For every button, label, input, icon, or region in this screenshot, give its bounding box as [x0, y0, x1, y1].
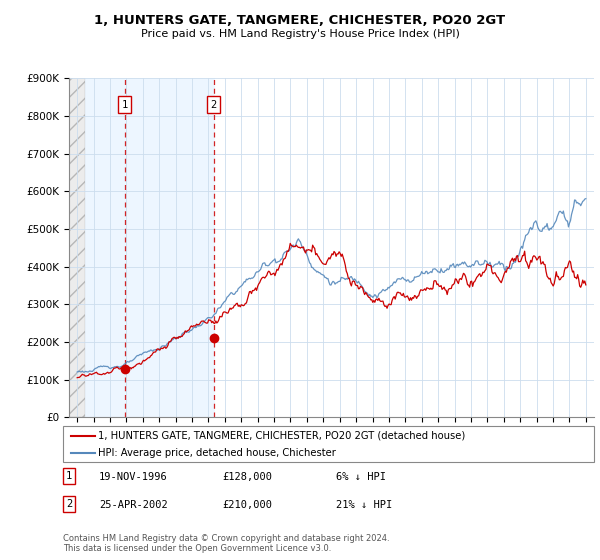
Text: 2: 2: [66, 499, 72, 509]
Text: HPI: Average price, detached house, Chichester: HPI: Average price, detached house, Chic…: [98, 448, 335, 458]
Text: 2: 2: [211, 100, 217, 110]
Text: Price paid vs. HM Land Registry's House Price Index (HPI): Price paid vs. HM Land Registry's House …: [140, 29, 460, 39]
Text: 1, HUNTERS GATE, TANGMERE, CHICHESTER, PO20 2GT: 1, HUNTERS GATE, TANGMERE, CHICHESTER, P…: [94, 14, 506, 27]
Bar: [85, 78, 215, 417]
Text: 1: 1: [66, 471, 72, 481]
Bar: [69, 78, 85, 417]
Text: 6% ↓ HPI: 6% ↓ HPI: [336, 472, 386, 482]
FancyBboxPatch shape: [63, 426, 594, 462]
Text: 25-APR-2002: 25-APR-2002: [99, 500, 168, 510]
Text: 1: 1: [121, 100, 128, 110]
Text: 19-NOV-1996: 19-NOV-1996: [99, 472, 168, 482]
Text: 1, HUNTERS GATE, TANGMERE, CHICHESTER, PO20 2GT (detached house): 1, HUNTERS GATE, TANGMERE, CHICHESTER, P…: [98, 431, 465, 441]
Text: £128,000: £128,000: [222, 472, 272, 482]
Text: 21% ↓ HPI: 21% ↓ HPI: [336, 500, 392, 510]
Text: £210,000: £210,000: [222, 500, 272, 510]
Text: Contains HM Land Registry data © Crown copyright and database right 2024.
This d: Contains HM Land Registry data © Crown c…: [63, 534, 389, 553]
